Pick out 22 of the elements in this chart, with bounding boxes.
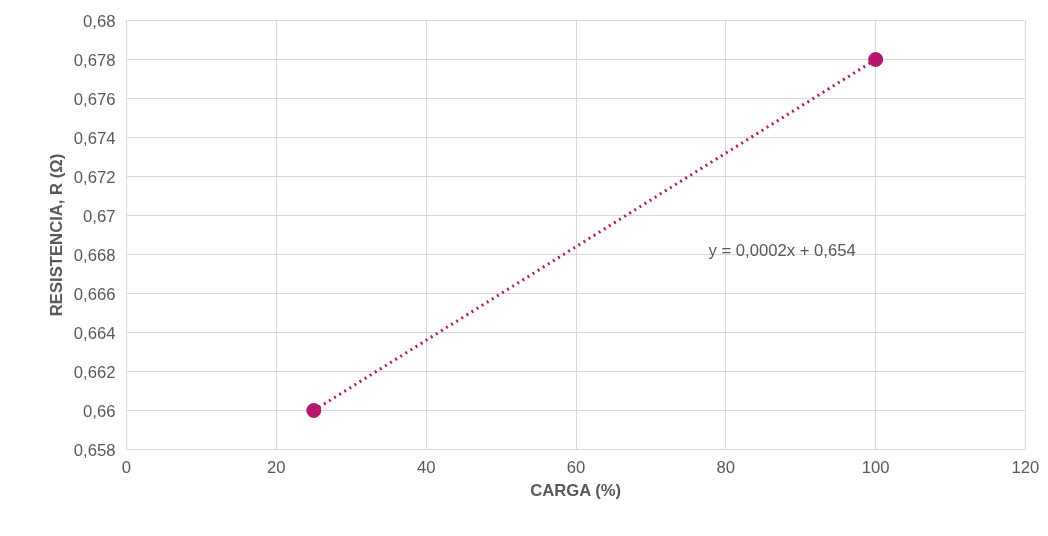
x-tick-label: 20 [267, 457, 286, 477]
y-tick-label: 0,672 [73, 167, 116, 187]
y-tick-label: 0,674 [73, 128, 116, 148]
y-tick-label: 0,678 [73, 50, 116, 70]
y-tick-label: 0,668 [73, 245, 116, 265]
x-axis-title: CARGA (%) [530, 480, 622, 500]
x-tick-label: 100 [861, 457, 890, 477]
x-tick-label: 120 [1011, 457, 1040, 477]
x-tick-label: 80 [716, 457, 736, 477]
y-tick-label: 0,666 [73, 284, 116, 304]
y-tick-label: 0,676 [73, 89, 116, 109]
x-tick-label: 60 [566, 457, 586, 477]
y-tick-label: 0,658 [73, 440, 116, 460]
y-tick-label: 0,664 [73, 323, 116, 343]
y-tick-label: 0,67 [83, 206, 116, 226]
y-axis-title: RESISTENCIA, R (Ω) [46, 153, 66, 317]
annotation: y = 0,0002x + 0,654 [708, 240, 856, 260]
x-tick-label: 40 [416, 457, 436, 477]
y-tick-label: 0,662 [73, 362, 116, 382]
x-tick-label: 0 [121, 457, 132, 477]
y-tick-label: 0,68 [83, 11, 116, 31]
y-tick-label: 0,66 [83, 401, 116, 421]
